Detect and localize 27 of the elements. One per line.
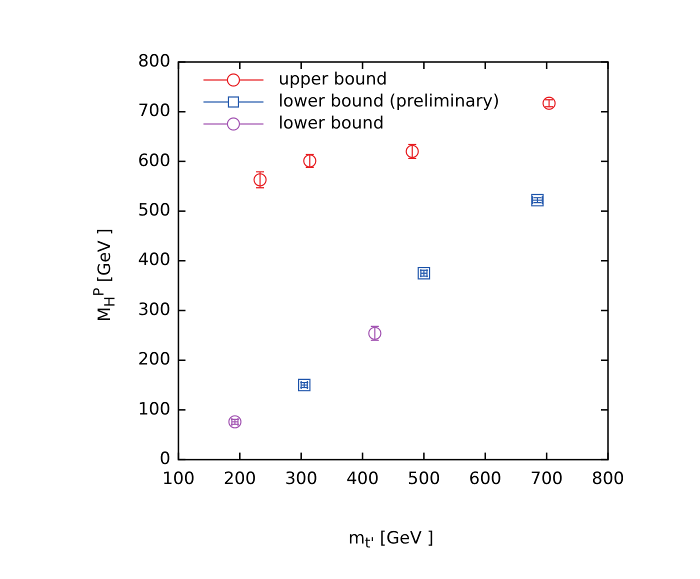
x-tick-label: 400: [346, 469, 379, 490]
x-tick-label: 200: [224, 469, 256, 490]
x-tick-label: 500: [408, 469, 440, 490]
point: [542, 96, 556, 110]
x-tick-label: 100: [162, 469, 195, 490]
y-tick-label: 800: [138, 51, 170, 72]
x-tick-label: 300: [284, 469, 318, 490]
y-tick-label: 400: [138, 250, 170, 270]
legend-label: lower bound: [278, 113, 384, 134]
y-tick-label: 300: [138, 300, 170, 320]
point: [418, 266, 430, 280]
x-tick-label: 700: [530, 469, 563, 490]
y-tick-label: 200: [138, 350, 170, 370]
y-tick-label: 100: [138, 399, 170, 420]
x-tick-label: 600: [469, 469, 502, 490]
point: [368, 326, 382, 340]
y-tick-label: 700: [138, 101, 170, 122]
point: [298, 378, 310, 392]
y-tick-label: 600: [138, 150, 170, 171]
point: [228, 415, 242, 428]
point: [531, 194, 544, 206]
y-tick-label: 500: [138, 200, 170, 221]
x-tick-label: 800: [592, 469, 624, 490]
x-axis-title: m$_{t'}$ [GeV ]: [348, 528, 434, 552]
legend-label: lower bound (preliminary): [278, 91, 500, 112]
y-tick-label: 0: [160, 449, 170, 470]
legend-label: upper bound: [278, 69, 388, 90]
